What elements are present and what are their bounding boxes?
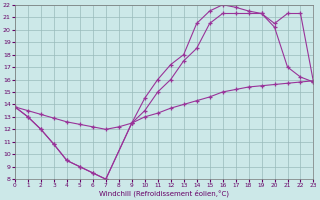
X-axis label: Windchill (Refroidissement éolien,°C): Windchill (Refroidissement éolien,°C)	[99, 190, 229, 197]
